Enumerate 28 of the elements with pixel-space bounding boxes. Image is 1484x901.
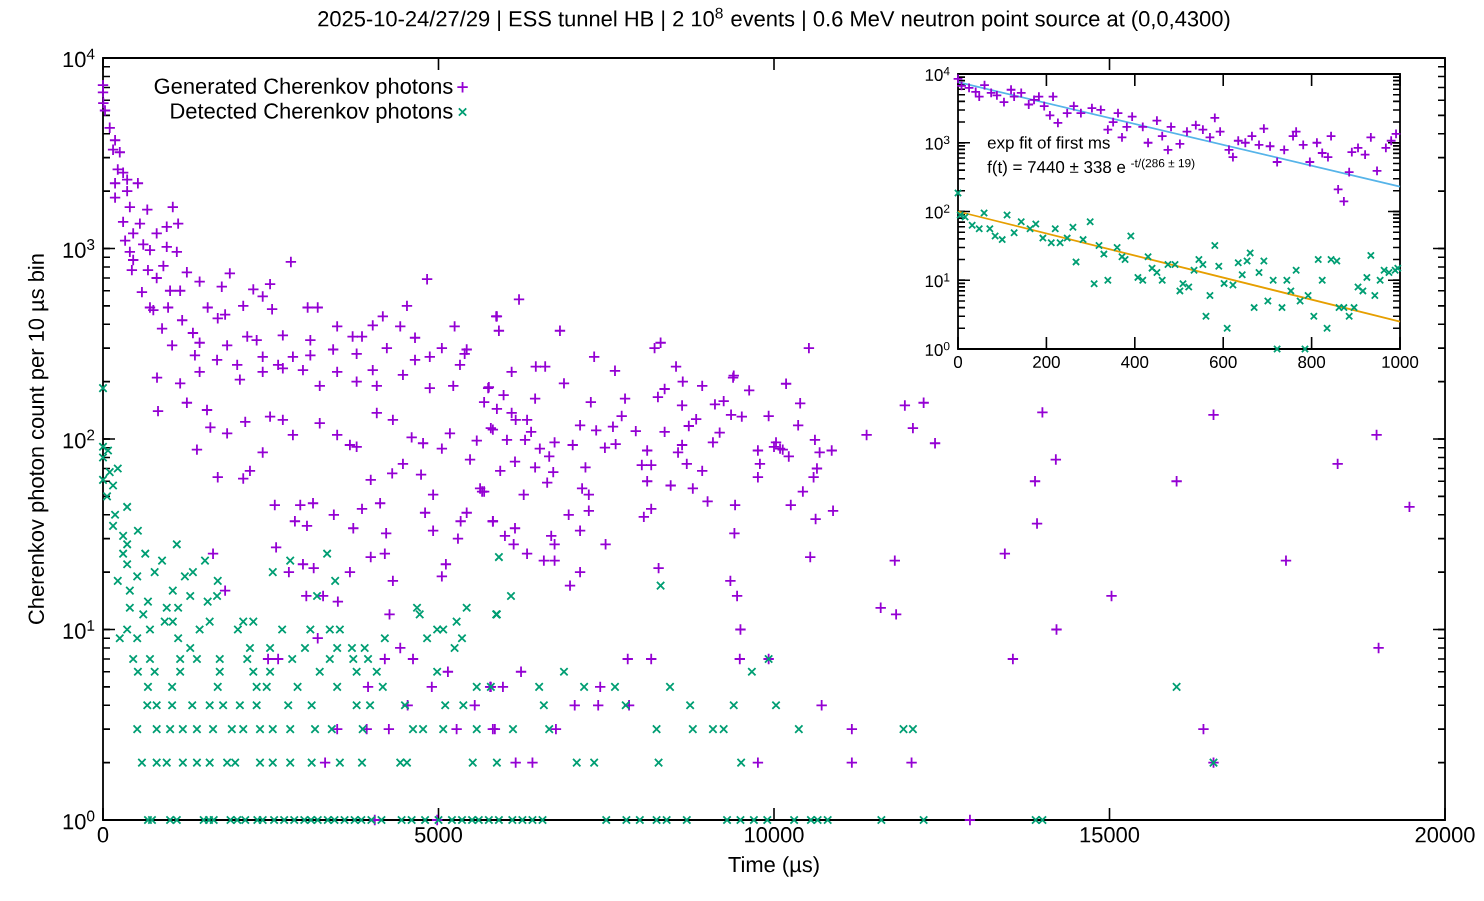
y-axis-title: Cherenkov photon count per 10 µs bin bbox=[27, 254, 49, 624]
y-tick-label: 10$^{0}$ bbox=[63, 810, 95, 830]
x-tick-label: 600 bbox=[1209, 356, 1237, 369]
x-tick-label: 5000 bbox=[415, 827, 462, 843]
x-axis-title: Time (µs) bbox=[728, 856, 819, 877]
y-tick-label: 10$^{4}$ bbox=[925, 67, 950, 81]
annotation: exp fit of first ms bbox=[987, 136, 1110, 153]
y-tick-label: 10$^{1}$ bbox=[63, 620, 95, 639]
y-tick-label: 10$^{3}$ bbox=[925, 135, 950, 150]
y-tick-label: 10$^{3}$ bbox=[63, 239, 95, 258]
x-tick-label: 0 bbox=[97, 827, 109, 843]
x-tick-label: 1000 bbox=[1382, 356, 1419, 369]
y-tick-label: 10$^{4}$ bbox=[63, 48, 95, 68]
y-tick-label: 10$^{1}$ bbox=[925, 273, 950, 288]
y-tick-label: 10$^{0}$ bbox=[925, 341, 950, 357]
annotation: f(t) = 7440 ± 338 e $^{-t/(286 ± 19)}$ bbox=[987, 158, 1195, 177]
x-tick-label: 800 bbox=[1298, 356, 1326, 369]
x-tick-label: 10000 bbox=[745, 827, 804, 843]
legend-label: Generated Cherenkov photons bbox=[154, 77, 453, 99]
x-tick-label: 15000 bbox=[1080, 827, 1140, 843]
x-tick-label: 0 bbox=[953, 356, 963, 369]
legend-label: Detected Cherenkov photons bbox=[171, 102, 453, 124]
x-tick-label: 200 bbox=[1033, 356, 1060, 369]
y-tick-label: 10$^{2}$ bbox=[63, 429, 95, 449]
x-tick-label: 400 bbox=[1121, 356, 1149, 369]
y-tick-label: 10$^{2}$ bbox=[925, 204, 950, 219]
x-tick-label: 20000 bbox=[1415, 827, 1475, 843]
chart-title: 2025-10-24/27/29 | ESS tunnel HB | 2 10$^{8}$ events | 0.6 MeV neutron point source at (0,0,4300) bbox=[318, 7, 1230, 31]
